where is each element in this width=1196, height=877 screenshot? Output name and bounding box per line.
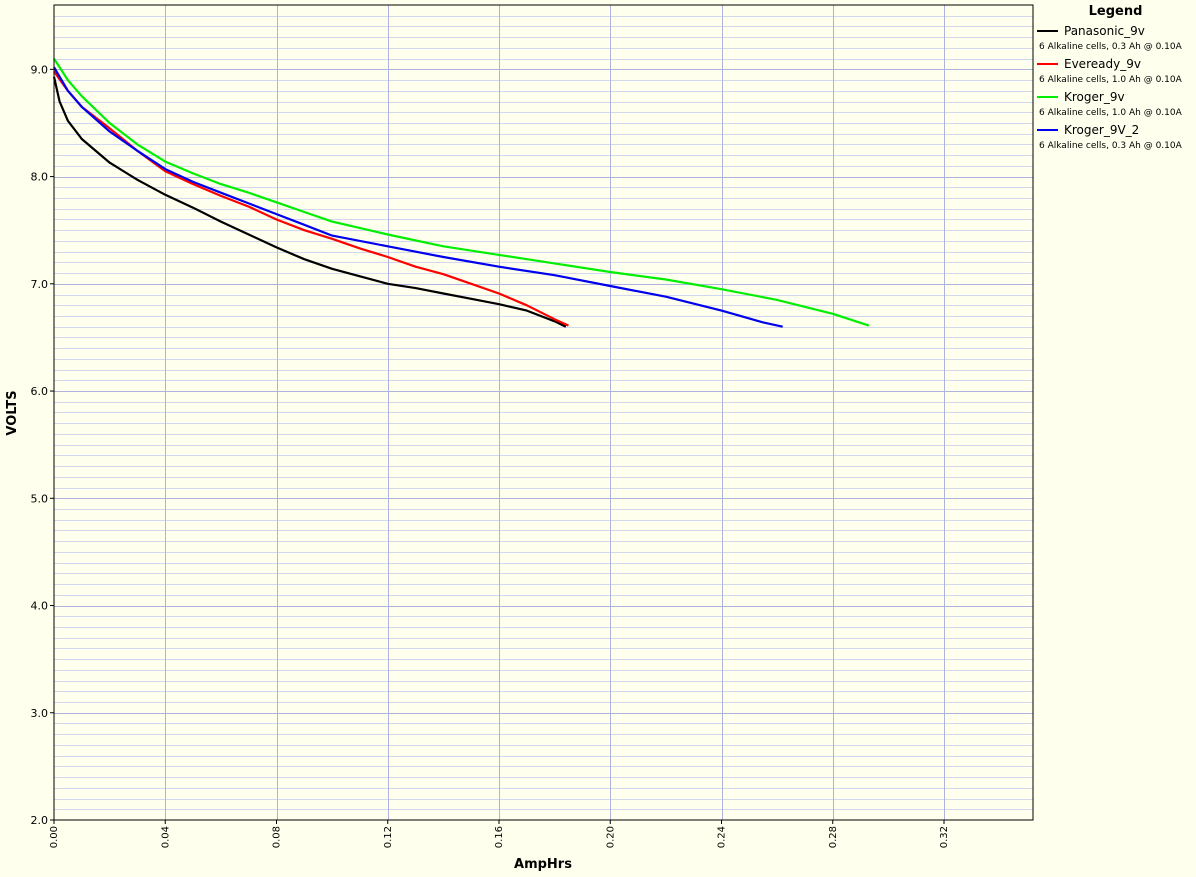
y-tick-label: 3.0	[31, 707, 49, 720]
x-tick-label: 0.16	[494, 826, 505, 848]
series-line-kroger-9v	[53, 58, 870, 327]
legend-items: Panasonic_9v 6 Alkaline cells, 0.3 Ah @ 0…	[1037, 23, 1194, 155]
x-axis-label: AmpHrs	[514, 857, 572, 872]
y-tick-label: 5.0	[31, 492, 49, 505]
y-tick-label: 2.0	[31, 814, 49, 827]
y-axis-label: VOLTS	[5, 390, 20, 435]
legend-swatch	[1037, 63, 1058, 65]
legend-swatch	[1037, 129, 1058, 131]
x-tick-label: 0.00	[49, 826, 60, 848]
grid	[54, 5, 1033, 820]
legend-series-name: Eveready_9v	[1064, 57, 1141, 71]
legend-swatch	[1037, 96, 1058, 98]
x-tick-label: 0.08	[272, 826, 283, 848]
legend-row: Panasonic_9v	[1037, 23, 1194, 39]
legend-series-description: 6 Alkaline cells, 1.0 Ah @ 0.10A	[1039, 108, 1182, 118]
legend-series-name: Kroger_9V_2	[1064, 123, 1140, 137]
legend-series-name: Panasonic_9v	[1064, 24, 1145, 38]
series-line-eveready-9v	[53, 70, 569, 327]
tick-labels: 2.0 3.0 4.0 5.0 6.0 7.0 8.0 9.0 0.00 0.04 0.08 0.12…	[31, 63, 951, 848]
legend-item: Kroger_9v 6 Alkaline cells, 1.0 Ah @ 0.10…	[1037, 89, 1194, 122]
x-tick-label: 0.28	[828, 826, 839, 848]
legend-row: Kroger_9v	[1037, 89, 1194, 105]
legend-series-description: 6 Alkaline cells, 1.0 Ah @ 0.10A	[1039, 75, 1182, 85]
y-tick-label: 4.0	[31, 600, 49, 613]
legend-series-name: Kroger_9v	[1064, 90, 1125, 104]
series-line-panasonic-9v	[52, 76, 567, 328]
x-tick-label: 0.24	[717, 826, 728, 848]
y-tick-label: 8.0	[31, 171, 49, 184]
legend: Legend Panasonic_9v 6 Alkaline cells, 0.3…	[1037, 3, 1194, 155]
legend-item: Panasonic_9v 6 Alkaline cells, 0.3 Ah @ 0…	[1037, 23, 1194, 56]
x-tick-label: 0.32	[939, 826, 950, 848]
legend-title: Legend	[1088, 4, 1143, 19]
y-tick-label: 6.0	[31, 385, 49, 398]
legend-series-description: 6 Alkaline cells, 0.3 Ah @ 0.10A	[1039, 42, 1182, 52]
plot-frame	[53, 4, 1034, 821]
y-tick-label: 9.0	[31, 63, 49, 76]
legend-row: Kroger_9V_2	[1037, 122, 1194, 138]
series-line-kroger-9v-2	[53, 66, 783, 328]
y-tick-label: 7.0	[31, 278, 49, 291]
x-tick-label: 0.04	[160, 826, 171, 848]
legend-row: Eveready_9v	[1037, 56, 1194, 72]
legend-item: Kroger_9V_2 6 Alkaline cells, 0.3 Ah @ 0.…	[1037, 122, 1194, 155]
legend-item: Eveready_9v 6 Alkaline cells, 1.0 Ah @ 0.…	[1037, 56, 1194, 89]
x-tick-label: 0.12	[383, 826, 394, 848]
legend-series-description: 6 Alkaline cells, 0.3 Ah @ 0.10A	[1039, 141, 1182, 151]
legend-swatch	[1037, 30, 1058, 32]
series-lines	[52, 58, 870, 328]
x-tick-label: 0.20	[605, 826, 616, 848]
